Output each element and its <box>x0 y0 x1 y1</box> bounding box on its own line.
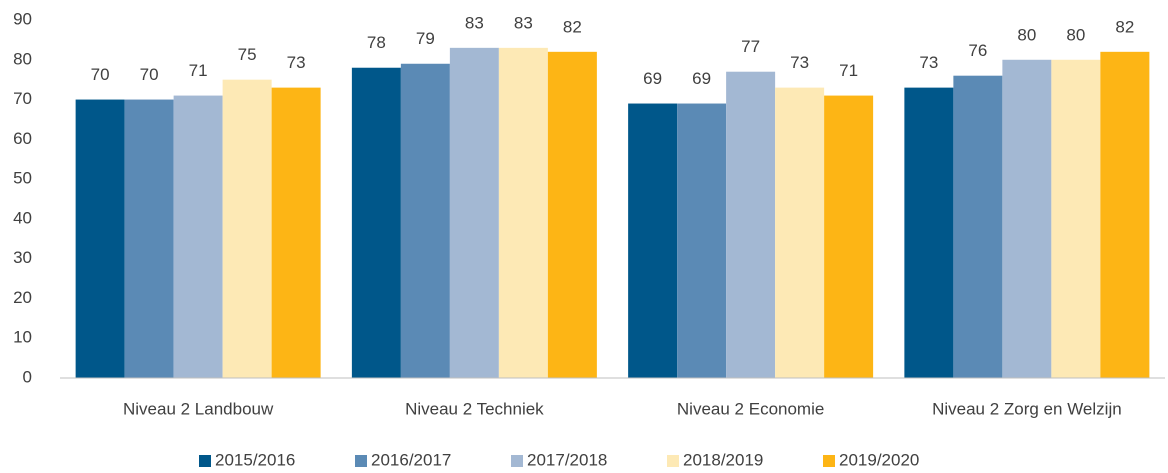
x-tick-label: Niveau 2 Landbouw <box>123 399 274 418</box>
bar <box>547 51 597 378</box>
legend-swatch <box>199 455 211 467</box>
bar <box>1002 59 1052 379</box>
bar <box>173 95 223 379</box>
bar <box>677 103 727 379</box>
data-label: 78 <box>367 33 386 52</box>
legend-label: 2018/2019 <box>683 450 763 469</box>
legend-label: 2017/2018 <box>527 450 607 469</box>
x-tick-label: Niveau 2 Economie <box>677 399 824 418</box>
bar <box>124 99 174 379</box>
bar <box>222 79 272 379</box>
bar <box>726 71 776 378</box>
data-label: 73 <box>287 53 306 72</box>
data-label: 79 <box>416 29 435 48</box>
legend-swatch <box>823 455 835 467</box>
data-label: 70 <box>140 65 159 84</box>
data-label: 76 <box>968 41 987 60</box>
bar <box>75 99 125 379</box>
data-label: 83 <box>465 13 484 32</box>
y-tick-label: 0 <box>23 367 32 386</box>
bar <box>400 63 450 378</box>
data-label: 82 <box>563 17 582 36</box>
y-tick-label: 10 <box>13 328 32 347</box>
legend-swatch <box>355 455 367 467</box>
bar <box>271 87 321 378</box>
data-label: 75 <box>238 45 257 64</box>
y-tick-label: 50 <box>13 169 32 188</box>
data-label: 70 <box>91 65 110 84</box>
data-label: 73 <box>919 53 938 72</box>
y-tick-label: 40 <box>13 208 32 227</box>
y-tick-label: 30 <box>13 248 32 267</box>
data-label: 82 <box>1115 17 1134 36</box>
bar <box>1100 51 1150 378</box>
data-label: 80 <box>1017 25 1036 44</box>
legend-swatch <box>667 455 679 467</box>
data-label: 71 <box>839 61 858 80</box>
legend-label: 2019/2020 <box>839 450 919 469</box>
bar <box>1051 59 1101 379</box>
bar <box>628 103 678 379</box>
data-label: 73 <box>790 53 809 72</box>
bar <box>351 67 401 378</box>
legend-label: 2015/2016 <box>215 450 295 469</box>
data-label: 69 <box>643 69 662 88</box>
data-label: 77 <box>741 37 760 56</box>
data-label: 71 <box>189 61 208 80</box>
x-tick-label: Niveau 2 Techniek <box>405 399 544 418</box>
y-tick-label: 60 <box>13 129 32 148</box>
y-tick-label: 20 <box>13 288 32 307</box>
y-tick-label: 70 <box>13 89 32 108</box>
bar <box>498 47 548 378</box>
data-label: 69 <box>692 69 711 88</box>
bar <box>775 87 825 378</box>
bar <box>953 75 1003 378</box>
data-label: 80 <box>1066 25 1085 44</box>
bar <box>904 87 954 378</box>
legend-label: 2016/2017 <box>371 450 451 469</box>
legend-swatch <box>511 455 523 467</box>
y-tick-label: 80 <box>13 49 32 68</box>
bar <box>449 47 499 378</box>
bar <box>824 95 874 379</box>
data-label: 83 <box>514 13 533 32</box>
y-tick-label: 90 <box>13 9 32 28</box>
x-tick-label: Niveau 2 Zorg en Welzijn <box>932 399 1122 418</box>
